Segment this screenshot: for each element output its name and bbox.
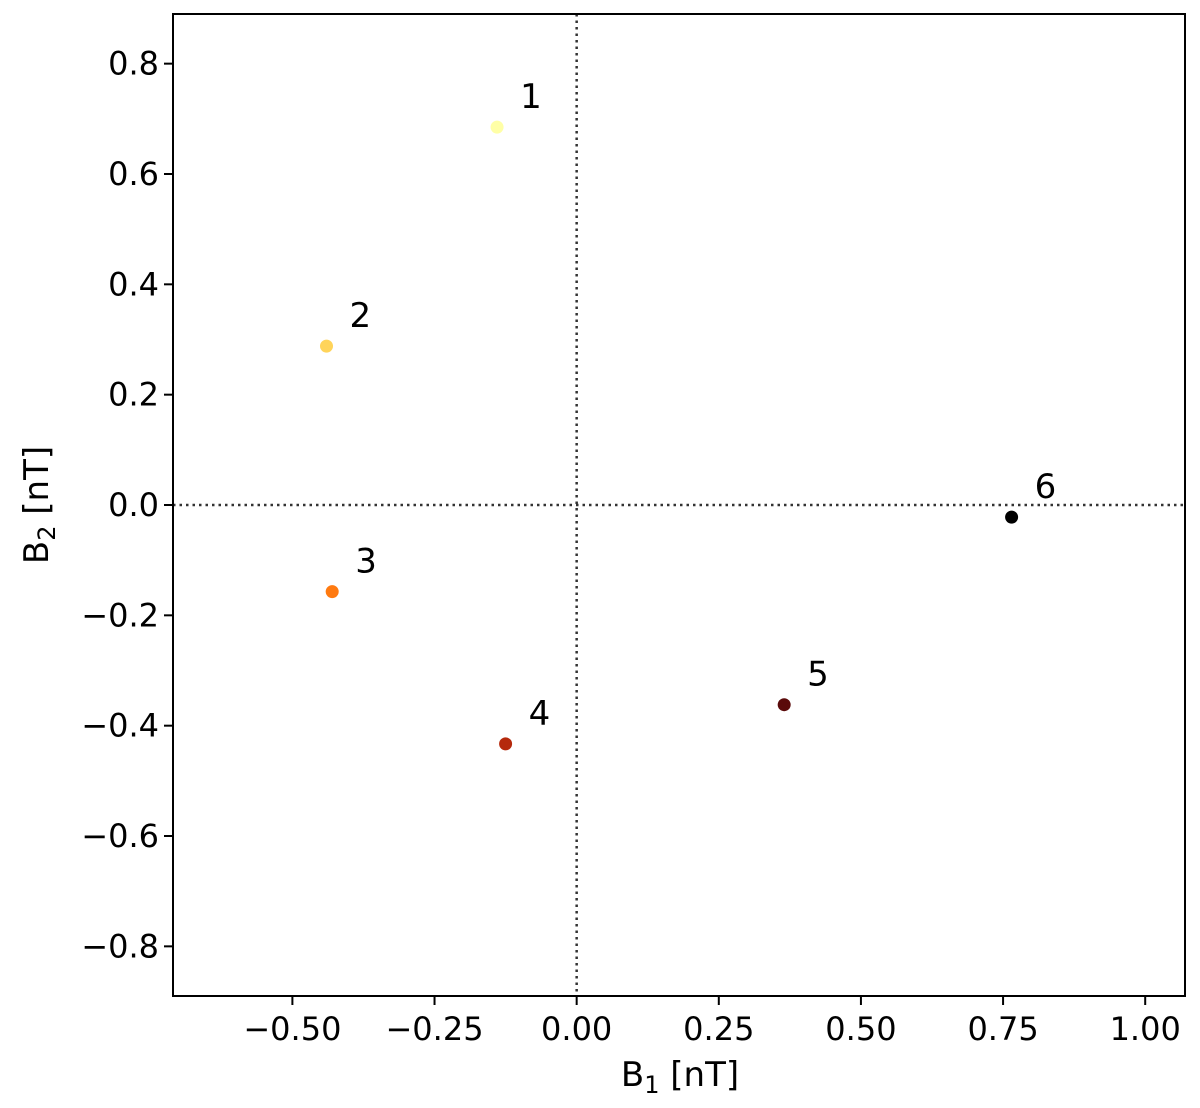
y-tick-label: −0.4 [81,707,159,745]
x-tick-label: 0.00 [541,1010,612,1048]
y-axis-ticks: 0.8 0.6 0.4 0.2 0.0 −0.2 −0.4 −0.6 −0.8 [81,45,173,965]
data-point [777,698,791,712]
data-point-label: 4 [529,694,551,734]
data-point [325,585,339,599]
x-axis-label: B1 [nT] [621,1055,739,1099]
data-point-label: 3 [355,542,377,582]
data-point-label: 6 [1035,467,1057,507]
x-tick-label: 1.00 [1110,1010,1181,1048]
data-points: 1 2 3 4 5 6 [320,77,1057,751]
x-axis-ticks: −0.50 −0.25 0.00 0.25 0.50 0.75 1.00 [243,996,1181,1048]
y-tick-label: −0.6 [81,817,159,855]
x-tick-label: −0.25 [385,1010,483,1048]
y-tick-label: 0.0 [108,486,159,524]
x-tick-label: 0.75 [967,1010,1038,1048]
y-tick-label: 0.8 [108,45,159,83]
x-tick-label: 0.50 [825,1010,896,1048]
y-tick-label: −0.2 [81,596,159,634]
data-point [1005,510,1019,524]
y-tick-label: 0.6 [108,155,159,193]
x-tick-label: 0.25 [683,1010,754,1048]
y-tick-label: −0.8 [81,927,159,965]
plot-frame [172,13,1186,997]
y-axis-label: B2 [nT] [17,446,61,564]
data-point-label: 1 [520,77,542,117]
data-point-label: 5 [807,655,829,695]
data-point-label: 2 [350,296,372,336]
data-point [320,339,334,353]
x-tick-label: −0.50 [243,1010,341,1048]
data-point [490,120,504,134]
y-tick-label: 0.4 [108,265,159,303]
y-tick-label: 0.2 [108,376,159,414]
data-point [499,737,513,751]
